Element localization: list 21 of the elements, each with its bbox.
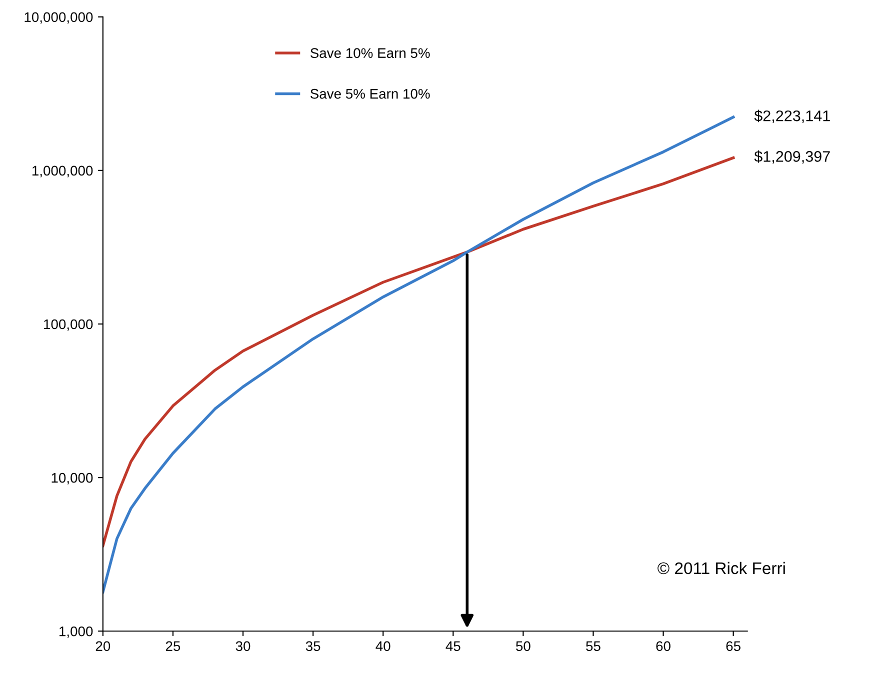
x-tick-label: 60: [656, 641, 670, 652]
x-tick-label: 50: [516, 641, 530, 652]
legend-label: Save 10% Earn 5%: [310, 48, 430, 58]
y-tick-label: 100,000: [44, 319, 93, 331]
y-tick-label: 10,000: [52, 472, 93, 484]
x-tick-label: 35: [306, 641, 320, 652]
x-tick-label: 55: [586, 641, 600, 652]
x-tick-label: 30: [236, 641, 250, 652]
x-tick-label: 25: [166, 641, 180, 652]
x-tick-label: 45: [446, 641, 460, 652]
data-label: $1,209,397: [754, 150, 830, 164]
y-tick-label: 1,000: [60, 626, 93, 638]
x-tick-label: 65: [726, 641, 740, 652]
x-tick-label: 40: [376, 641, 390, 652]
y-tick-label: 1,000,000: [32, 166, 93, 178]
legend-label: Save 5% Earn 10%: [310, 88, 430, 99]
line-series: [102, 156, 735, 548]
data-label: $2,223,141: [754, 110, 830, 124]
annotation: © 2011 Rick Ferri: [658, 562, 785, 574]
x-tick-label: 20: [96, 641, 110, 652]
y-tick-label: 10,000,000: [24, 12, 93, 24]
